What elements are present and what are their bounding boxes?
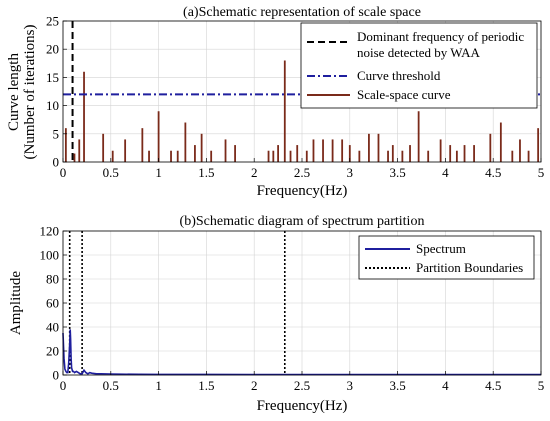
- spectrum-line: [62, 329, 541, 376]
- chart-a-x-tick-label: 0: [60, 165, 67, 180]
- chart-b-y-tick-label: 0: [53, 368, 60, 383]
- chart-b-x-tick-label: 5: [538, 378, 545, 393]
- chart-b-x-tick-label: 4: [442, 378, 449, 393]
- chart-a-x-ticks: 0 0.5 1 1.5 2 2.5 3 3.5 4 4.5 5: [60, 158, 545, 180]
- legend-entry-partition-boundaries: Partition Boundaries: [416, 260, 523, 275]
- chart-b-x-tick-label: 0: [60, 378, 67, 393]
- chart-a-y-axis-label-line-2: (Number of iterations): [22, 25, 38, 160]
- chart-a-y-tick-label: 0: [53, 155, 60, 170]
- chart-a-y-tick-label: 25: [46, 14, 59, 29]
- chart-a-x-tick-label: 3: [347, 165, 354, 180]
- chart-a-legend-box: [300, 22, 538, 109]
- chart-b-y-tick-label: 120: [40, 224, 60, 239]
- chart-b-x-tick-label: 1.5: [198, 378, 214, 393]
- chart-b-y-tick-label: 100: [40, 248, 60, 263]
- chart-b-x-axis-label: Frequency(Hz): [257, 398, 348, 414]
- chart-a-x-tick-label: 1: [155, 165, 162, 180]
- legend-entry-dominant-line-2: noise detected by WAA: [357, 45, 480, 60]
- chart-a-bars: [64, 60, 540, 162]
- chart-a-x-tick-label: 1.5: [198, 165, 214, 180]
- chart-b-x-ticks: 0 0.5 1 1.5 2 2.5 3 3.5 4 4.5 5: [60, 371, 545, 393]
- chart-a-x-axis-label: Frequency(Hz): [257, 183, 348, 199]
- chart-b-y-tick-label: 20: [46, 344, 59, 359]
- chart-a-y-tick-label: 15: [46, 70, 59, 85]
- chart-a-x-tick-label: 5: [538, 165, 545, 180]
- chart-a-x-tick-label: 4.5: [485, 165, 501, 180]
- chart-b-title: (b)Schematic diagram of spectrum partiti…: [180, 214, 425, 229]
- chart-b-x-tick-label: 3.5: [389, 378, 405, 393]
- chart-a-y-tick-label: 5: [53, 126, 60, 141]
- chart-b-y-tick-label: 80: [46, 272, 59, 287]
- chart-b: (b)Schematic diagram of spectrum partiti…: [8, 214, 544, 414]
- chart-b-x-tick-label: 2: [251, 378, 258, 393]
- chart-b-legend-box: [358, 235, 535, 280]
- chart-a-y-tick-label: 20: [46, 42, 59, 57]
- chart-a-y-ticks: 0 5 10 15 20 25: [46, 14, 67, 170]
- chart-b-y-ticks: 0 20 40 60 80 100 120: [40, 224, 67, 383]
- chart-b-x-tick-label: 1: [155, 378, 162, 393]
- chart-a-x-tick-label: 4: [442, 165, 449, 180]
- chart-b-x-tick-label: 2.5: [294, 378, 310, 393]
- chart-a-y-tick-label: 10: [46, 98, 59, 113]
- chart-b-y-axis-label: Amplitude: [8, 271, 24, 336]
- chart-a-x-tick-label: 2.5: [294, 165, 310, 180]
- chart-b-x-tick-label: 3: [347, 378, 354, 393]
- chart-a-y-axis-label: Curve length (Number of iterations): [6, 25, 38, 160]
- chart-a: (a)Schematic representation of scale spa…: [6, 5, 544, 199]
- chart-a-y-axis-label-line-1: Curve length: [6, 53, 22, 131]
- chart-a-title: (a)Schematic representation of scale spa…: [183, 5, 421, 20]
- chart-b-x-tick-label: 4.5: [485, 378, 501, 393]
- chart-a-x-tick-label: 2: [251, 165, 258, 180]
- legend-entry-scale-space: Scale-space curve: [357, 87, 451, 102]
- chart-a-x-tick-label: 3.5: [389, 165, 405, 180]
- chart-b-legend: Spectrum Partition Boundaries: [358, 235, 535, 280]
- chart-b-x-tick-label: 0.5: [103, 378, 119, 393]
- chart-b-y-tick-label: 40: [46, 320, 59, 335]
- legend-entry-spectrum: Spectrum: [416, 241, 466, 256]
- legend-entry-threshold: Curve threshold: [357, 68, 441, 83]
- chart-b-y-tick-label: 60: [46, 296, 59, 311]
- legend-entry-dominant-line-1: Dominant frequency of periodic: [357, 29, 524, 44]
- chart-a-x-tick-label: 0.5: [103, 165, 119, 180]
- chart-a-legend: Dominant frequency of periodic noise det…: [300, 22, 538, 109]
